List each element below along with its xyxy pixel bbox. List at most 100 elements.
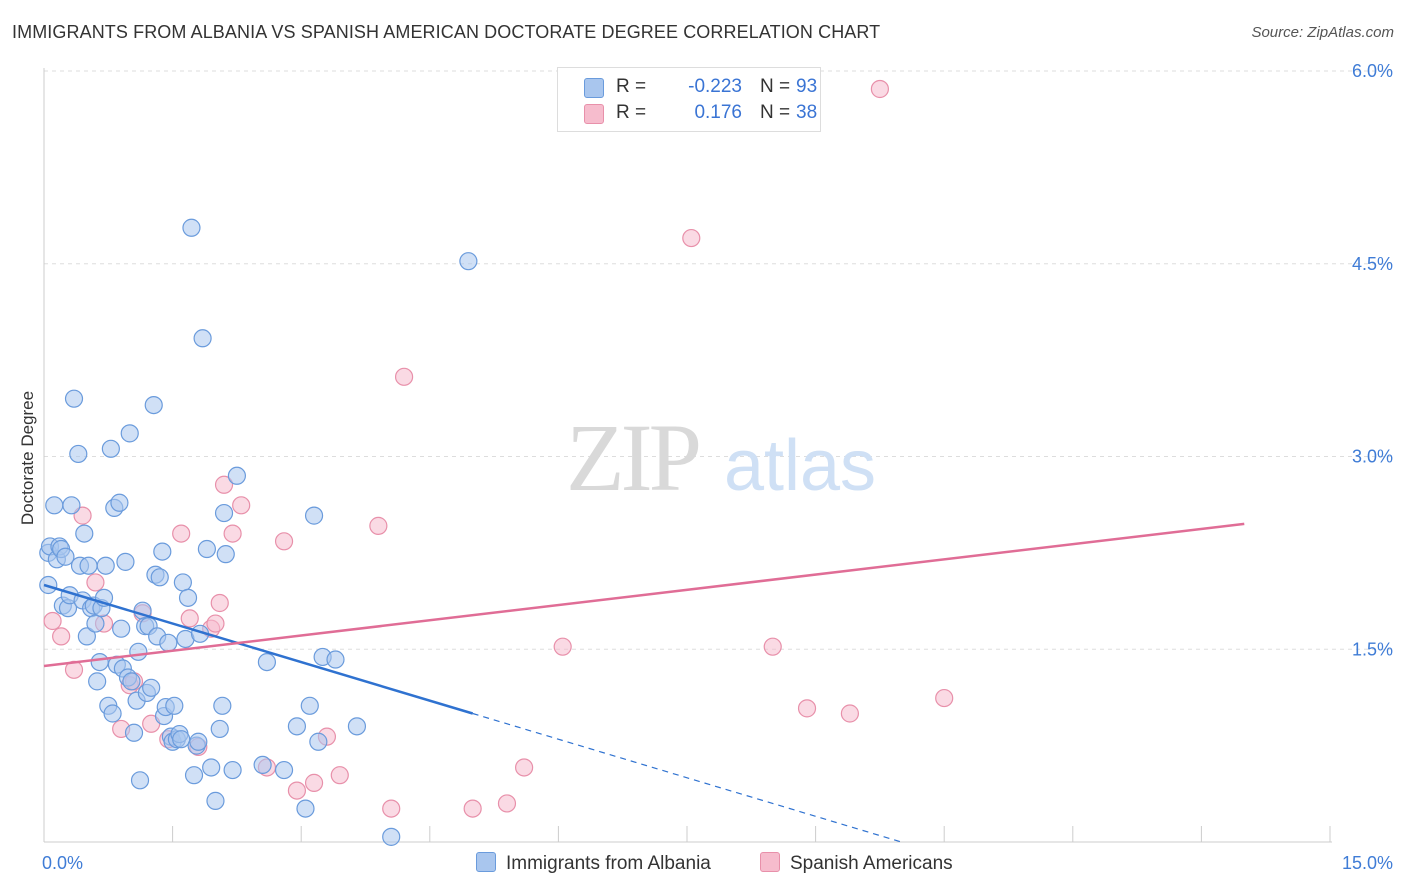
point-immigrants-from-albania [274, 760, 294, 780]
legend-r-label: R = [616, 102, 647, 123]
point-immigrants-from-albania [64, 389, 84, 408]
point-immigrants-from-albania [130, 771, 150, 790]
point-immigrants-from-albania [86, 614, 105, 633]
point-immigrants-from-albania [90, 652, 109, 672]
legend-r-value: -0.223 [688, 76, 742, 97]
point-spanish-americans [210, 593, 229, 613]
point-immigrants-from-albania [216, 545, 235, 564]
point-spanish-americans [52, 627, 71, 646]
point-immigrants-from-albania [214, 503, 234, 523]
point-immigrants-from-albania [120, 424, 139, 443]
point-immigrants-from-albania [79, 556, 98, 575]
point-spanish-americans [797, 699, 817, 718]
correlation-legend: R = -0.223 N = 93 R = 0.176 N = 38 [557, 67, 821, 132]
gridlines [44, 70, 1395, 650]
point-immigrants-from-albania [103, 704, 122, 723]
point-immigrants-from-albania [116, 552, 135, 571]
point-spanish-americans [274, 532, 294, 551]
legend-label-albania: Immigrants from Albania [506, 853, 711, 874]
point-spanish-americans [304, 773, 324, 792]
legend-entry-albania: Immigrants from Albania [476, 852, 711, 875]
point-spanish-americans [553, 637, 572, 656]
regression-line-albania [43, 583, 474, 715]
legend-entry-spanish: Spanish Americans [760, 852, 953, 875]
legend-r-value: 0.176 [694, 102, 742, 123]
point-immigrants-from-albania [159, 633, 178, 652]
tick-labels: 1.5% 3.0% 4.5% 6.0% 0.0% 15.0% [42, 61, 1393, 873]
point-spanish-americans [330, 766, 349, 785]
point-spanish-americans [497, 794, 517, 813]
point-spanish-americans [43, 611, 62, 631]
point-immigrants-from-albania [287, 717, 307, 736]
chart-title: IMMIGRANTS FROM ALBANIA VS SPANISH AMERI… [12, 22, 881, 42]
point-immigrants-from-albania [193, 329, 212, 348]
series-spanish-americans [43, 79, 954, 818]
point-immigrants-from-albania [124, 723, 144, 742]
legend-swatch-blue [584, 78, 604, 98]
point-immigrants-from-albania [296, 799, 315, 818]
source-label: Source: ZipAtlas.com [1251, 24, 1394, 41]
regression-line-albania-extension [472, 712, 902, 843]
y-tick-label: 3.0% [1352, 447, 1393, 467]
legend-n-value: 38 [796, 102, 818, 123]
point-immigrants-from-albania [96, 556, 115, 575]
point-spanish-americans [214, 475, 234, 494]
point-spanish-americans [172, 524, 191, 543]
point-spanish-americans [763, 637, 782, 656]
point-immigrants-from-albania [173, 573, 192, 592]
point-spanish-americans [463, 799, 482, 818]
point-immigrants-from-albania [223, 760, 242, 780]
point-spanish-americans [394, 367, 414, 386]
point-spanish-americans [206, 614, 225, 633]
point-immigrants-from-albania [77, 627, 96, 646]
point-immigrants-from-albania [347, 717, 367, 736]
point-immigrants-from-albania [69, 444, 88, 464]
watermark: ZIP atlas [566, 404, 876, 511]
point-immigrants-from-albania [182, 218, 201, 237]
point-immigrants-from-albania [210, 719, 229, 739]
point-spanish-americans [682, 228, 701, 248]
point-immigrants-from-albania [227, 466, 246, 485]
point-spanish-americans [180, 609, 199, 628]
regression-lines [43, 522, 1245, 843]
point-spanish-americans [223, 524, 242, 543]
point-spanish-americans [935, 688, 954, 708]
point-immigrants-from-albania [88, 672, 107, 691]
legend-swatch-pink [584, 104, 604, 124]
legend-label-spanish: Spanish Americans [790, 853, 953, 874]
y-tick-label: 1.5% [1352, 639, 1393, 659]
point-immigrants-from-albania [202, 758, 221, 777]
point-spanish-americans [515, 758, 534, 777]
legend-n-label: N = [760, 102, 791, 123]
point-spanish-americans [232, 496, 251, 515]
point-spanish-americans [73, 506, 92, 525]
point-immigrants-from-albania [304, 506, 324, 525]
point-immigrants-from-albania [459, 252, 478, 271]
y-tick-label: 4.5% [1352, 254, 1393, 274]
point-immigrants-from-albania [75, 524, 94, 543]
point-immigrants-from-albania [165, 696, 184, 715]
point-spanish-americans [382, 799, 401, 818]
point-immigrants-from-albania [382, 827, 401, 846]
legend-swatch-blue [476, 852, 496, 872]
watermark-zip: ZIP [566, 404, 699, 511]
point-immigrants-from-albania [56, 547, 75, 566]
point-spanish-americans [840, 704, 859, 723]
axes [43, 68, 1332, 843]
point-immigrants-from-albania [112, 619, 131, 638]
point-immigrants-from-albania [122, 672, 141, 691]
point-immigrants-from-albania [309, 732, 328, 751]
point-immigrants-from-albania [326, 650, 345, 669]
point-immigrants-from-albania [189, 732, 208, 751]
point-spanish-americans [86, 573, 105, 592]
legend-n-label: N = [760, 76, 791, 97]
legend-r-label: R = [616, 76, 647, 97]
point-immigrants-from-albania [184, 766, 204, 785]
x-tick-label: 0.0% [42, 853, 83, 873]
point-immigrants-from-albania [178, 588, 198, 607]
x-tick-label: 15.0% [1342, 853, 1393, 873]
point-immigrants-from-albania [213, 696, 232, 715]
point-immigrants-from-albania [142, 678, 161, 697]
regression-line-spanish [43, 522, 1245, 668]
